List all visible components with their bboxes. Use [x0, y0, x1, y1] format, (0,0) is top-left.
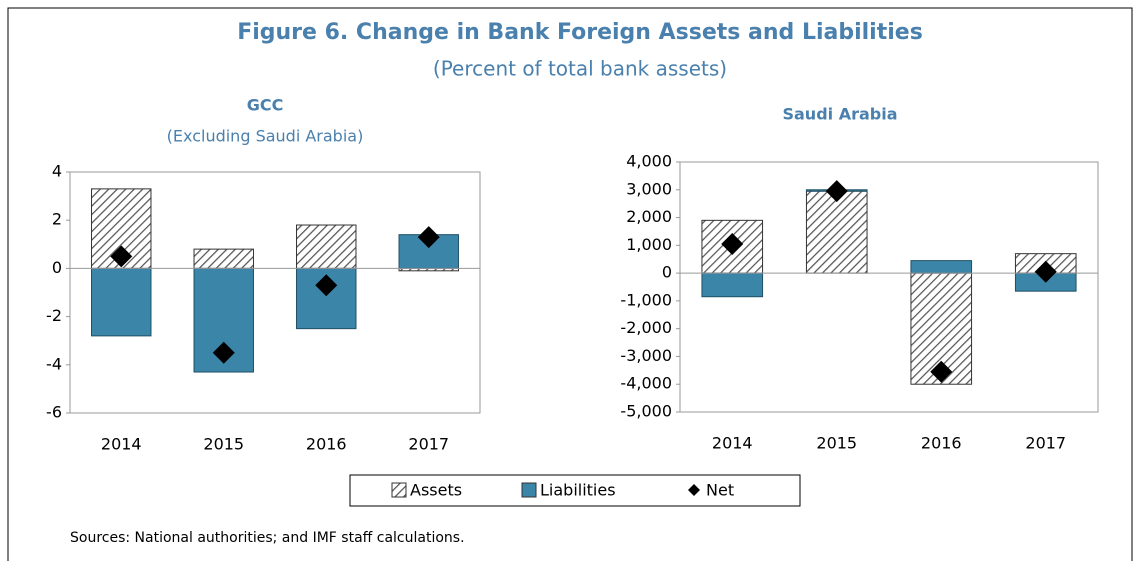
net-marker	[110, 245, 133, 268]
x-tick-label: 2014	[712, 434, 753, 453]
legend-marker	[688, 484, 700, 496]
y-tick-label: 0	[662, 263, 672, 282]
x-tick-label: 2015	[816, 434, 857, 453]
bar	[193, 248, 254, 269]
net-marker	[930, 360, 953, 383]
net-marker	[721, 232, 744, 255]
figure-title: Figure 6. Change in Bank Foreign Assets …	[237, 20, 923, 45]
x-tick-label: 2017	[408, 435, 449, 454]
frame	[7, 7, 1133, 561]
y-tick-label: 3,000	[626, 179, 672, 198]
chart-title: Saudi Arabia	[782, 105, 897, 124]
y-tick-label: 0	[52, 258, 62, 277]
figure-subtitle: (Percent of total bank assets)	[433, 57, 727, 81]
y-tick-label: 1,000	[626, 235, 672, 254]
y-tick-label: -6	[46, 403, 62, 422]
net-marker	[315, 274, 338, 297]
legend-swatch	[521, 482, 537, 498]
y-tick-label: -2,000	[620, 318, 672, 337]
net-marker	[212, 341, 235, 364]
y-tick-label: -2	[46, 306, 62, 325]
x-tick-label: 2015	[203, 435, 244, 454]
chart-subtitle: (Excluding Saudi Arabia)	[167, 127, 364, 146]
x-tick-label: 2017	[1025, 434, 1066, 453]
bar	[910, 260, 973, 274]
bar	[805, 190, 868, 274]
bar	[91, 267, 152, 337]
legend	[349, 474, 801, 507]
y-tick-label: -4	[46, 354, 62, 373]
y-tick-label: 2,000	[626, 207, 672, 226]
x-tick-label: 2016	[921, 434, 962, 453]
legend-label: Liabilities	[540, 481, 616, 500]
y-tick-label: -4,000	[620, 374, 672, 393]
net-marker	[1034, 260, 1057, 283]
legend-label: Net	[706, 481, 734, 500]
x-tick-label: 2016	[306, 435, 347, 454]
y-tick-label: -5,000	[620, 402, 672, 421]
legend-swatch	[391, 482, 407, 498]
bar	[701, 272, 764, 298]
net-marker	[417, 226, 440, 249]
y-tick-label: 4	[52, 162, 62, 181]
source: Sources: National authorities; and IMF s…	[70, 530, 465, 546]
y-tick-label: -3,000	[620, 346, 672, 365]
bar	[296, 224, 357, 269]
y-tick-label: 2	[52, 210, 62, 229]
y-tick-label: 4,000	[626, 152, 672, 171]
net-marker	[825, 180, 848, 203]
x-tick-label: 2014	[101, 435, 142, 454]
y-tick-label: -1,000	[620, 290, 672, 309]
chart-title: GCC	[247, 96, 284, 115]
legend-label: Assets	[410, 481, 462, 500]
